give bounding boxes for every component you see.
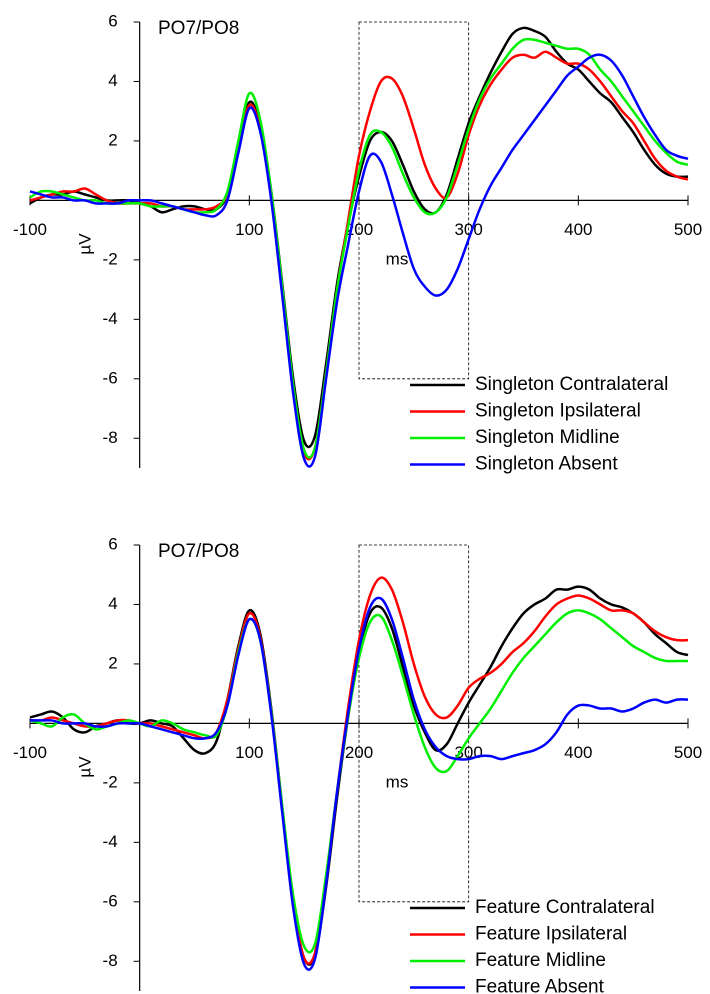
y-tick-label: -2	[103, 249, 118, 268]
legend-label: Feature Contralateral	[475, 897, 655, 918]
y-tick-label: 4	[108, 594, 117, 613]
y-axis-label: µV	[75, 233, 94, 255]
x-axis-label: ms	[386, 772, 409, 791]
x-tick-label: 100	[235, 743, 263, 762]
x-tick-label: 500	[674, 743, 702, 762]
y-tick-label: -8	[103, 428, 118, 447]
y-tick-label: -6	[103, 368, 118, 387]
x-tick-label: 400	[564, 220, 592, 239]
y-tick-label: -4	[103, 309, 118, 328]
window-box	[358, 544, 470, 903]
annotation: PO7/PO8	[158, 18, 239, 39]
y-axis-label: µV	[75, 756, 94, 778]
legend-label: Singleton Contralateral	[475, 374, 668, 395]
y-tick-label: -2	[103, 772, 118, 791]
y-tick-label: 6	[108, 11, 117, 30]
legend-label: Feature Midline	[475, 950, 606, 971]
y-tick-label: -6	[103, 891, 118, 910]
y-tick-label: 6	[108, 534, 117, 553]
annotation: PO7/PO8	[158, 541, 239, 562]
y-tick-label: -8	[103, 951, 118, 970]
legend-label: Singleton Midline	[475, 427, 620, 448]
legend-label: Feature Ipsilateral	[475, 924, 627, 945]
x-tick-label: 500	[674, 220, 702, 239]
series-line	[29, 596, 689, 971]
x-tick-label: -100	[13, 743, 47, 762]
y-tick-label: 2	[108, 653, 117, 672]
y-tick-label: 2	[108, 130, 117, 149]
x-tick-label: 400	[564, 743, 592, 762]
series-line	[29, 53, 689, 468]
y-tick-label: -4	[103, 832, 118, 851]
x-axis-label: ms	[386, 249, 409, 268]
legend-label: Singleton Absent	[475, 454, 618, 475]
legend-label: Feature Absent	[475, 977, 605, 994]
legend-label: Singleton Ipsilateral	[475, 401, 641, 422]
x-tick-label: 100	[235, 220, 263, 239]
x-tick-label: -100	[13, 220, 47, 239]
series-line	[29, 37, 689, 459]
y-tick-label: 4	[108, 71, 117, 90]
window-box	[358, 21, 470, 380]
